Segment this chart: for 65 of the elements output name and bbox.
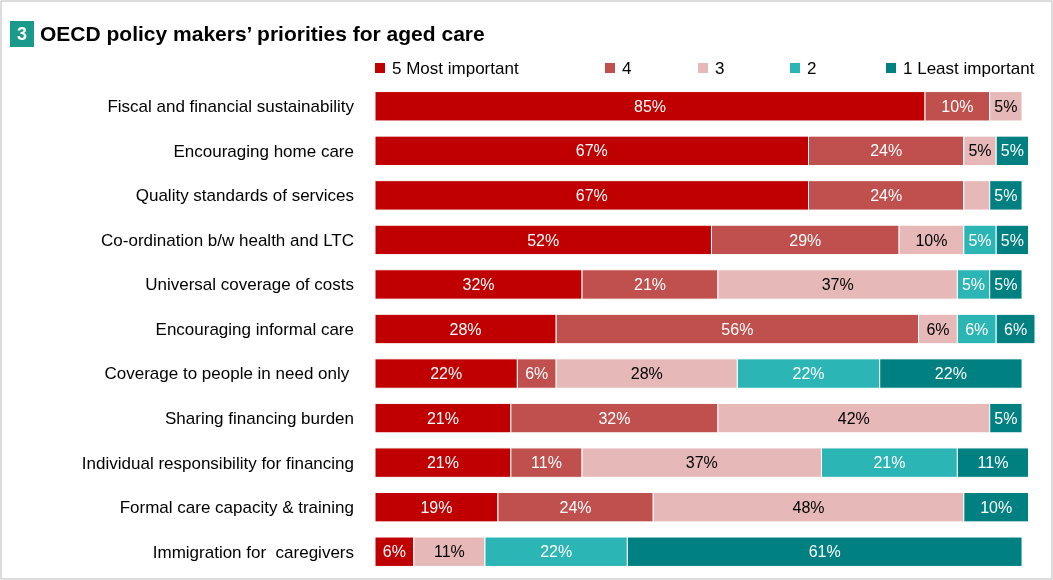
data-label: 37%: [821, 276, 854, 294]
data-label: 5%: [994, 97, 1018, 115]
data-label: 24%: [559, 498, 592, 516]
y-tick-label: Fiscal and financial sustainability: [107, 97, 355, 117]
y-tick-label: Encouraging home care: [173, 141, 354, 161]
data-label: 22%: [540, 543, 573, 561]
data-label: 11%: [977, 454, 1009, 472]
y-tick-label: Individual responsibility for financing: [81, 453, 354, 473]
data-label: 21%: [426, 409, 459, 427]
data-label: 21%: [873, 454, 906, 472]
data-label: 5%: [994, 409, 1018, 427]
y-tick-label: Co-ordination b/w health and LTC: [101, 230, 354, 250]
data-label: 85%: [633, 97, 667, 115]
data-label: 5%: [968, 231, 992, 249]
legend-label: 4: [622, 58, 632, 78]
data-label: 32%: [462, 276, 495, 294]
legend-label: 1 Least important: [903, 58, 1035, 78]
data-label: 11%: [531, 454, 562, 472]
data-label: 24%: [870, 186, 903, 204]
y-tick-label: Coverage to people in need only: [104, 364, 354, 384]
chart-title: OECD policy makers’ priorities for aged care: [40, 22, 485, 46]
data-label: 5%: [961, 276, 986, 294]
number-badge: 3: [10, 21, 34, 47]
legend-label: 2: [807, 58, 817, 78]
data-label: 56%: [721, 320, 754, 338]
data-label: 52%: [527, 231, 560, 249]
y-tick-label: Sharing financing burden: [164, 409, 354, 429]
data-label: 22%: [430, 365, 463, 383]
data-label: 28%: [449, 320, 482, 338]
y-tick-label: Immigration for caregivers: [152, 542, 354, 562]
data-label: 5%: [1000, 231, 1024, 249]
data-label: 22%: [792, 365, 825, 383]
data-label: 21%: [633, 276, 667, 294]
y-tick-label: Encouraging informal care: [155, 319, 354, 339]
legend-label: 5 Most important: [392, 58, 519, 78]
data-label: 6%: [382, 543, 406, 561]
data-label: 42%: [837, 409, 870, 427]
data-label: 19%: [420, 498, 453, 516]
y-tick-label: Quality standards of services: [135, 186, 354, 206]
data-label: 61%: [808, 543, 841, 561]
data-label: 11%: [433, 543, 465, 561]
data-label: 5%: [968, 142, 992, 160]
data-label: 5%: [1000, 142, 1024, 160]
data-label: 10%: [915, 231, 948, 249]
data-label: 10%: [941, 97, 974, 115]
data-label: 24%: [870, 142, 903, 160]
data-label: 37%: [685, 454, 718, 472]
data-label: 5%: [994, 186, 1018, 204]
data-label: 10%: [980, 498, 1013, 516]
y-tick-label: Formal care capacity & training: [119, 498, 354, 518]
legend-label: 3: [715, 58, 725, 78]
data-label: 22%: [934, 365, 967, 383]
data-label: 5%: [994, 276, 1018, 294]
data-label: 67%: [575, 186, 608, 204]
data-label: 6%: [965, 320, 989, 338]
data-label: 48%: [792, 498, 825, 516]
data-label: 6%: [1004, 320, 1028, 338]
data-label: 29%: [789, 231, 822, 249]
data-label: 67%: [575, 142, 608, 160]
data-label: 21%: [426, 454, 459, 472]
data-label: 6%: [926, 320, 950, 338]
data-label: 6%: [525, 365, 549, 383]
data-label: 32%: [598, 409, 631, 427]
data-label: 28%: [630, 365, 663, 383]
y-tick-label: Universal coverage of costs: [145, 275, 354, 295]
